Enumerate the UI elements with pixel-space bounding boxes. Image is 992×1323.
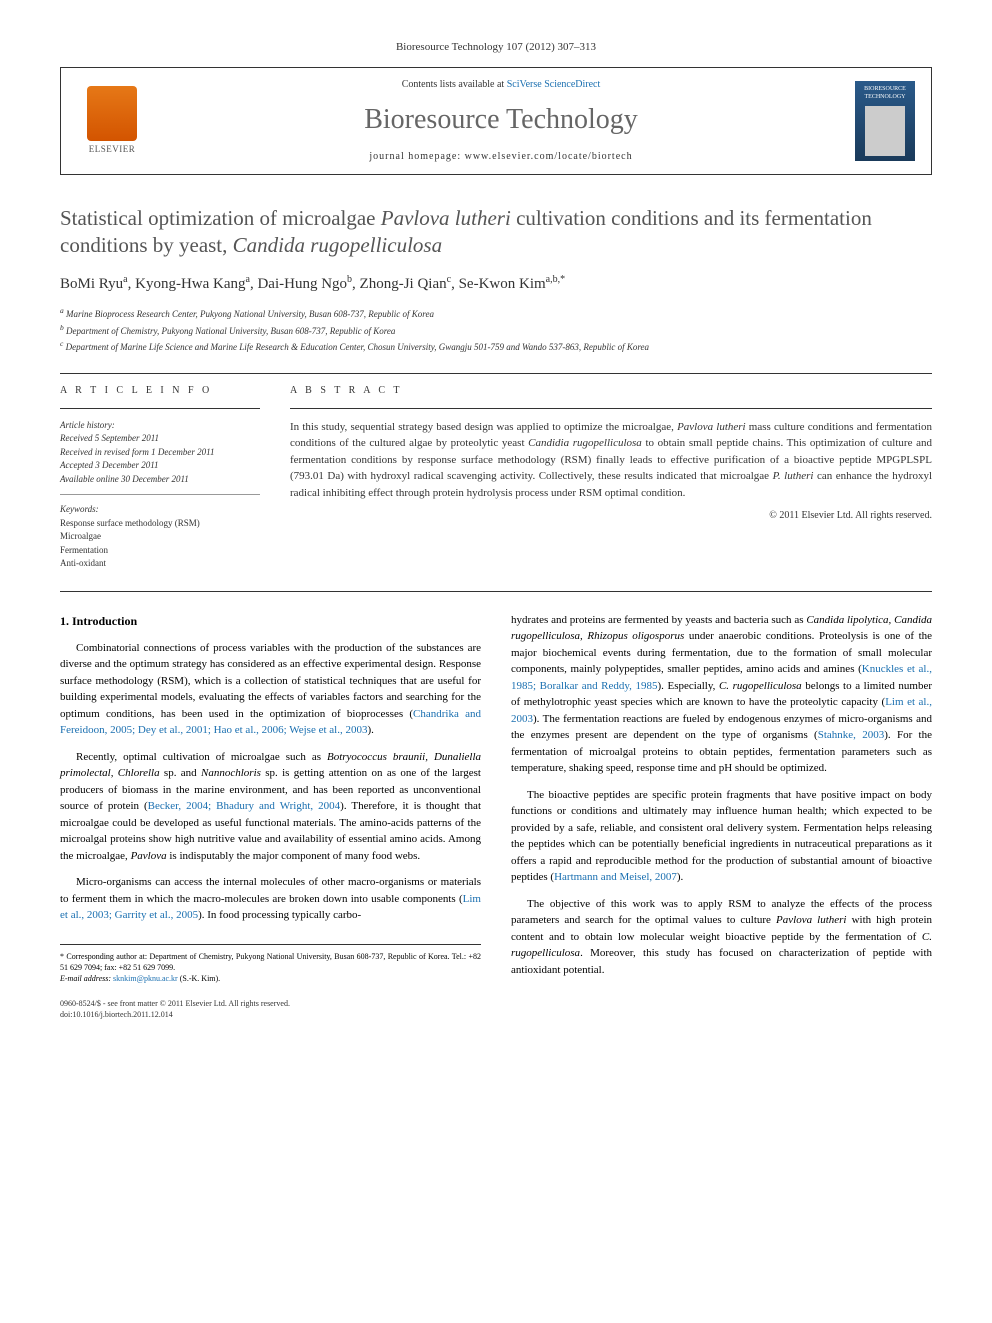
citation-line: Bioresource Technology 107 (2012) 307–31… [60, 40, 932, 55]
t: Recently, optimal cultivation of microal… [76, 751, 327, 763]
abstract-i1: Pavlova lutheri [677, 421, 746, 433]
abstract-heading: A B S T R A C T [290, 384, 932, 398]
divider-bottom [60, 591, 932, 592]
abstract-i2: Candidia rugopelliculosa [528, 437, 642, 449]
main-content: 1. Introduction Combinatorial connection… [60, 612, 932, 1021]
affiliations: a Marine Bioprocess Research Center, Puk… [60, 305, 932, 355]
t: ). [677, 871, 683, 883]
info-divider [60, 408, 260, 409]
t: ). Especially, [658, 680, 719, 692]
cover-thumb-title: BIORESOURCE TECHNOLOGY [859, 85, 911, 102]
email-line: E-mail address: sknkim@pknu.ac.kr (S.-K.… [60, 973, 481, 984]
history-revised: Received in revised form 1 December 2011 [60, 446, 260, 460]
keyword-item: Anti-oxidant [60, 557, 260, 571]
abstract-col: A B S T R A C T In this study, sequentia… [290, 384, 932, 571]
abstract-p1: In this study, sequential strategy based… [290, 421, 677, 433]
email-link[interactable]: sknkim@pknu.ac.kr [113, 974, 178, 983]
keywords-block: Keywords: Response surface methodology (… [60, 503, 260, 571]
journal-name: Bioresource Technology [147, 100, 855, 139]
keyword-item: Response surface methodology (RSM) [60, 517, 260, 531]
abstract-text: In this study, sequential strategy based… [290, 419, 932, 502]
publisher-logo: ELSEVIER [77, 81, 147, 161]
cover-thumb-image [865, 106, 905, 156]
homepage-prefix: journal homepage: [369, 151, 464, 162]
footer-line1: 0960-8524/$ - see front matter © 2011 El… [60, 998, 481, 1009]
history-received: Received 5 September 2011 [60, 432, 260, 446]
abstract-divider [290, 408, 932, 409]
para: Micro-organisms can access the internal … [60, 874, 481, 924]
column-right: hydrates and proteins are fermented by y… [511, 612, 932, 1021]
authors-line: BoMi Ryua, Kyong-Hwa Kanga, Dai-Hung Ngo… [60, 273, 932, 295]
t: ). [367, 724, 373, 736]
i: C. rugopelliculosa [719, 680, 802, 692]
header-center: Contents lists available at SciVerse Sci… [147, 78, 855, 163]
para: The objective of this work was to apply … [511, 896, 932, 979]
publisher-label: ELSEVIER [89, 143, 136, 156]
para: The bioactive peptides are specific prot… [511, 787, 932, 886]
article-title: Statistical optimization of microalgae P… [60, 205, 932, 260]
t: Micro-organisms can access the internal … [60, 876, 481, 905]
t: is indisputably the major component of m… [167, 850, 421, 862]
footer-line2: doi:10.1016/j.biortech.2011.12.014 [60, 1009, 481, 1020]
footer-meta: 0960-8524/$ - see front matter © 2011 El… [60, 998, 481, 1020]
keywords-label: Keywords: [60, 503, 260, 517]
title-part1: Statistical optimization of microalgae [60, 206, 381, 230]
contents-line: Contents lists available at SciVerse Sci… [147, 78, 855, 92]
history-accepted: Accepted 3 December 2011 [60, 459, 260, 473]
ref-link[interactable]: Becker, 2004; Bhadury and Wright, 2004 [148, 800, 341, 812]
abstract-i3: P. lutheri [773, 470, 814, 482]
title-species2: Candida rugopelliculosa [233, 233, 442, 257]
t: sp. and [160, 767, 201, 779]
journal-cover-thumb: BIORESOURCE TECHNOLOGY [855, 81, 915, 161]
corresponding-author: * Corresponding author at: Department of… [60, 951, 481, 973]
email-label: E-mail address: [60, 974, 113, 983]
ref-link[interactable]: Hartmann and Meisel, 2007 [554, 871, 677, 883]
t: The bioactive peptides are specific prot… [511, 789, 932, 884]
t: ). In food processing typically carbo- [198, 909, 361, 921]
article-info-col: A R T I C L E I N F O Article history: R… [60, 384, 260, 571]
divider-top [60, 373, 932, 374]
homepage-url: www.elsevier.com/locate/biortech [465, 151, 633, 162]
keyword-item: Microalgae [60, 530, 260, 544]
i: Pavlova lutheri [776, 914, 846, 926]
ref-link[interactable]: Stahnke, 2003 [818, 729, 885, 741]
abstract-copyright: © 2011 Elsevier Ltd. All rights reserved… [290, 509, 932, 523]
info-abstract-row: A R T I C L E I N F O Article history: R… [60, 384, 932, 571]
article-info-heading: A R T I C L E I N F O [60, 384, 260, 398]
i: Pavlova [131, 850, 167, 862]
history-online: Available online 30 December 2011 [60, 473, 260, 487]
para: hydrates and proteins are fermented by y… [511, 612, 932, 777]
title-species1: Pavlova lutheri [381, 206, 511, 230]
history-label: Article history: [60, 419, 260, 433]
article-history: Article history: Received 5 September 20… [60, 419, 260, 496]
t: hydrates and proteins are fermented by y… [511, 614, 806, 626]
column-left: 1. Introduction Combinatorial connection… [60, 612, 481, 1021]
para: Combinatorial connections of process var… [60, 640, 481, 739]
journal-header: ELSEVIER Contents lists available at Sci… [60, 67, 932, 174]
contents-prefix: Contents lists available at [402, 79, 507, 90]
keyword-item: Fermentation [60, 544, 260, 558]
email-suffix: (S.-K. Kim). [178, 974, 220, 983]
homepage-line: journal homepage: www.elsevier.com/locat… [147, 150, 855, 164]
para: Recently, optimal cultivation of microal… [60, 749, 481, 865]
elsevier-tree-icon [87, 86, 137, 141]
sciencedirect-link[interactable]: SciVerse ScienceDirect [507, 79, 601, 90]
i: Nannochloris [201, 767, 261, 779]
section-heading: 1. Introduction [60, 612, 481, 630]
footnote-block: * Corresponding author at: Department of… [60, 944, 481, 985]
